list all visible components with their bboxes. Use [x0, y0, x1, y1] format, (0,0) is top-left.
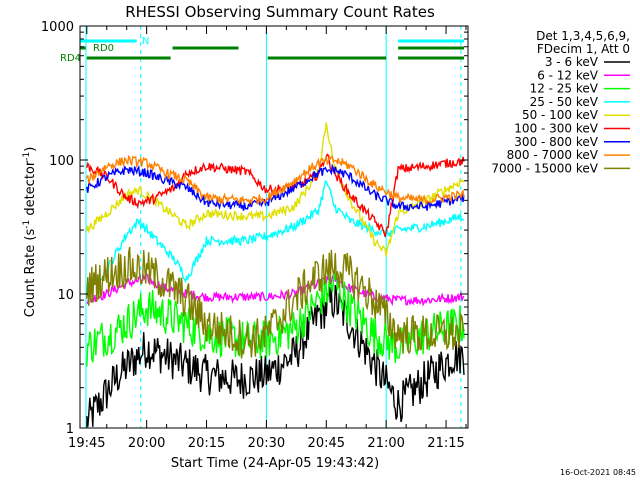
legend-label: 7000 - 15000 keV: [491, 161, 598, 175]
legend-header-1: Det 1,3,4,5,6,9,: [536, 29, 630, 43]
flag-label-n: N: [142, 36, 149, 47]
footer-timestamp: 16-Oct-2021 08:45: [560, 468, 636, 477]
series-line-100-300-kev: [86, 153, 465, 238]
x-tick-label: 21:00: [367, 436, 404, 451]
legend-label: 50 - 100 keV: [522, 108, 599, 122]
legend-label: 100 - 300 keV: [514, 122, 598, 136]
x-tick-label: 19:45: [68, 436, 105, 451]
legend-label: 6 - 12 keV: [537, 68, 599, 82]
axes: 19:45 20:00 20:15 20:30 20:45 21:00 21:15 1 10 10…: [41, 20, 468, 451]
series-line-7000-15000-kev: [86, 246, 465, 359]
chart-title: RHESSI Observing Summary Count Rates: [125, 3, 435, 21]
flag-label-rd0: RD0: [93, 43, 114, 54]
x-tick-label: 21:15: [427, 436, 464, 451]
series-layer: [86, 122, 465, 427]
series-line-3-6-kev: [86, 284, 465, 427]
legend-label: 800 - 7000 keV: [507, 148, 599, 162]
x-tick-label: 20:45: [308, 436, 345, 451]
legend-header-2: FDecim 1, Att 0: [537, 42, 630, 56]
series-line-800-7000-kev: [86, 154, 465, 206]
x-tick-label: 20:30: [248, 436, 285, 451]
flag-label-rd4: RD4: [60, 53, 81, 64]
series-line-25-50-kev: [86, 180, 465, 291]
series-line-300-800-kev: [86, 163, 465, 212]
legend-label: 12 - 25 keV: [530, 82, 599, 96]
legend-label: 25 - 50 keV: [530, 95, 599, 109]
plot-frame: [79, 25, 469, 429]
legend-label: 300 - 800 keV: [514, 135, 598, 149]
legend-label: 3 - 6 keV: [545, 55, 599, 69]
y-axis-label: Count Rate (s-1 detector-1): [22, 147, 38, 318]
x-axis-label: Start Time (24-Apr-05 19:43:42): [171, 456, 379, 471]
flags-layer: N RD0 RD4: [60, 36, 465, 64]
x-tick-label: 20:15: [188, 436, 225, 451]
x-tick-label: 20:00: [128, 436, 165, 451]
y-tick-label: 100: [49, 154, 74, 169]
y-tick-label: 1000: [41, 20, 74, 35]
y-tick-label: 10: [57, 288, 74, 303]
y-tick-label: 1: [66, 422, 74, 437]
